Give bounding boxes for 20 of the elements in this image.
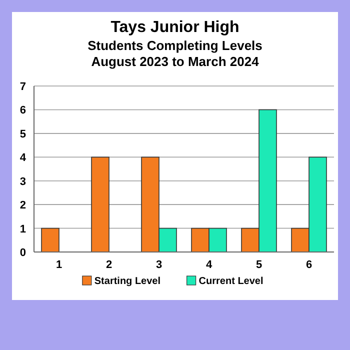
y-tick-label: 3 [20, 176, 26, 188]
x-tick-label: 1 [56, 259, 62, 271]
bar [41, 228, 60, 252]
x-tick-label: 2 [106, 259, 112, 271]
y-tick-label: 7 [20, 81, 26, 93]
legend-label: Current Level [198, 276, 264, 287]
legend-label: Starting Level [94, 276, 161, 287]
y-tick-label: 2 [20, 200, 26, 212]
x-tick-label: 4 [206, 259, 213, 271]
y-tick-label: 1 [20, 223, 26, 236]
y-tick-label: 5 [20, 128, 26, 140]
x-tick-label: 5 [256, 259, 262, 271]
x-tick-label: 6 [306, 259, 312, 271]
y-tick-label: 6 [20, 104, 26, 117]
bar [91, 156, 110, 252]
y-tick-label: 4 [20, 152, 27, 164]
x-tick-label: 3 [156, 259, 162, 271]
chart-subtitle: Students Completing Levels August 2023 to March 2024 [88, 38, 262, 69]
y-tick-label: 0 [20, 247, 26, 259]
chart-title: Tays Junior High [110, 19, 240, 36]
